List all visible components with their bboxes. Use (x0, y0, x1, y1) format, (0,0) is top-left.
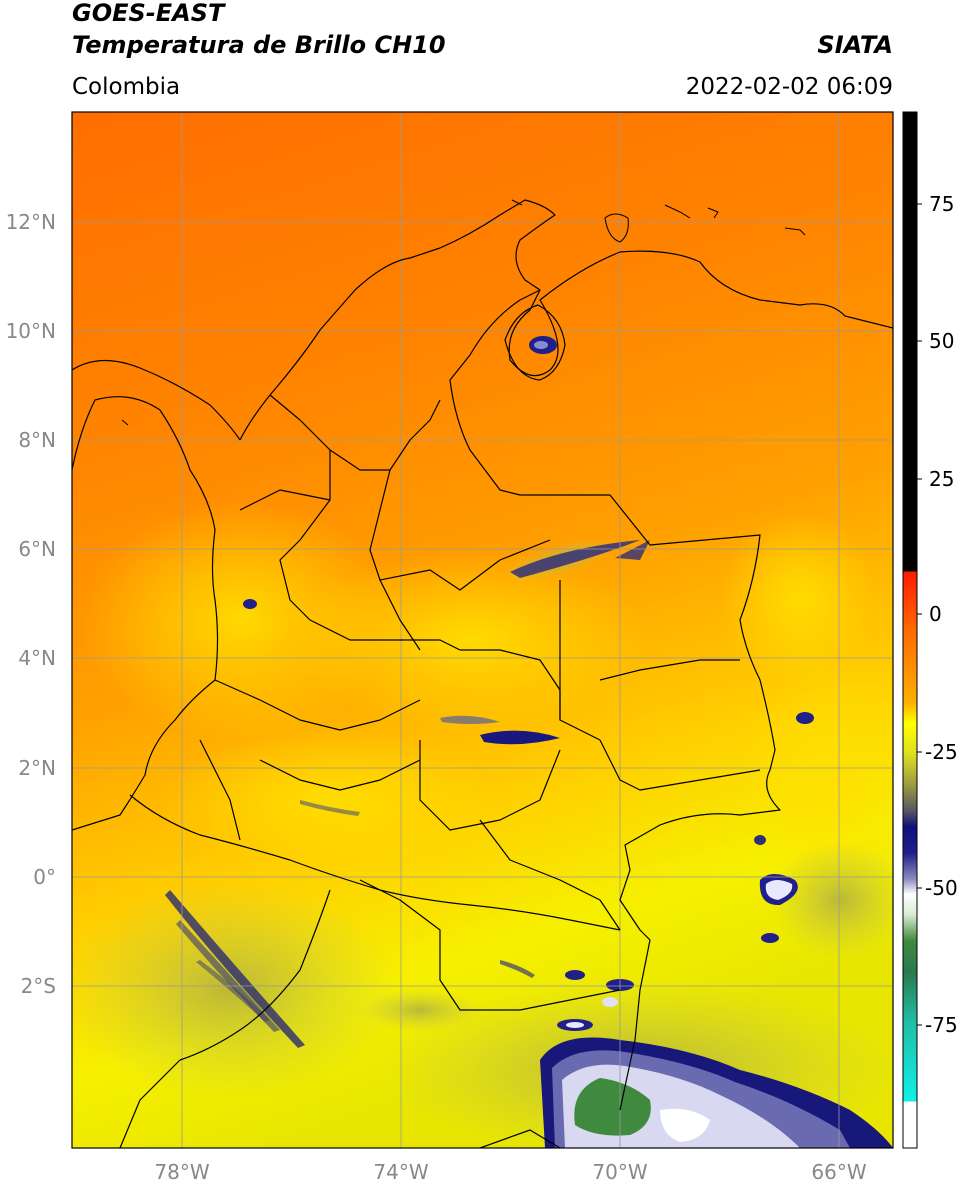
lat-label-12n: 12°N (5, 210, 56, 234)
lat-label-4n: 4°N (18, 646, 56, 670)
colorbar-label-50: 50 (929, 329, 955, 353)
colorbar-label-25: 25 (929, 467, 955, 491)
colorbar-label-0: 0 (929, 602, 942, 626)
lat-label-2s: 2°S (20, 974, 56, 998)
colorbar-label-75: 75 (929, 192, 955, 216)
caribbean-islands (121, 199, 806, 426)
agency-label: SIATA (817, 31, 893, 59)
colorbar-ticks (917, 203, 922, 1026)
cold-cloud-features (165, 336, 893, 1148)
colorbar-label-minus50: -50 (925, 876, 958, 900)
colorbar-label-minus75: -75 (925, 1013, 958, 1037)
lat-label-8n: 8°N (18, 428, 56, 452)
brightness-temperature-field (72, 112, 893, 1148)
lon-label-78w: 78°W (154, 1160, 210, 1184)
lat-label-2n: 2°N (18, 756, 56, 780)
colorbar (902, 111, 918, 1149)
coastlines-and-borders (72, 199, 893, 1148)
region-label: Colombia (72, 74, 181, 100)
satellite-title: GOES-EAST (72, 0, 225, 27)
map-gridlines (72, 112, 893, 1148)
lon-label-66w: 66°W (811, 1160, 867, 1184)
lat-label-0: 0° (33, 865, 56, 889)
timestamp-label: 2022-02-02 06:09 (685, 74, 893, 100)
product-title: Temperatura de Brillo CH10 (72, 31, 446, 59)
lon-label-70w: 70°W (592, 1160, 648, 1184)
lat-label-6n: 6°N (18, 537, 56, 561)
lon-label-74w: 74°W (373, 1160, 429, 1184)
colorbar-label-minus25: -25 (925, 740, 958, 764)
lat-label-10n: 10°N (5, 319, 56, 343)
map-frame (71, 111, 894, 1149)
